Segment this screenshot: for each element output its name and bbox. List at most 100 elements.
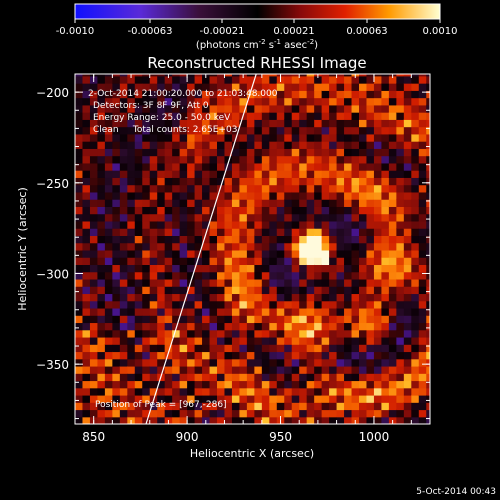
heatmap-cell (187, 162, 196, 171)
heatmap-cell (239, 220, 248, 229)
heatmap-cell (284, 104, 293, 113)
heatmap-cell (119, 155, 128, 164)
heatmap-cell (104, 75, 113, 84)
heatmap-cell (388, 220, 397, 229)
heatmap-cell (396, 220, 405, 229)
heatmap-cell (381, 242, 390, 251)
heatmap-cell (112, 75, 121, 84)
heatmap-cell (344, 155, 353, 164)
heatmap-cell (179, 206, 188, 215)
heatmap-cell (194, 213, 203, 222)
heatmap-cell (351, 271, 360, 280)
heatmap-cell (104, 97, 113, 106)
heatmap-cell (299, 300, 308, 309)
heatmap-cell (284, 264, 293, 273)
heatmap-cell (381, 409, 390, 418)
heatmap-cell (366, 293, 375, 302)
heatmap-cell (276, 220, 285, 229)
heatmap-cell (418, 97, 427, 106)
heatmap-cell (403, 97, 412, 106)
heatmap-cell (246, 206, 255, 215)
heatmap-cell (209, 257, 218, 266)
heatmap-cell (142, 264, 151, 273)
heatmap-cell (187, 380, 196, 389)
heatmap-cell (112, 365, 121, 374)
heatmap-cell (82, 322, 91, 331)
heatmap-cell (329, 104, 338, 113)
heatmap-cell (373, 409, 383, 418)
heatmap-cell (426, 148, 430, 157)
heatmap-cell (261, 83, 270, 91)
heatmap-cell (426, 365, 430, 374)
heatmap-cell (246, 74, 255, 77)
heatmap-cell (261, 235, 270, 244)
heatmap-cell (291, 220, 300, 229)
heatmap-cell (149, 257, 158, 266)
heatmap-cell (411, 119, 420, 128)
heatmap-cell (134, 75, 143, 84)
heatmap-cell (351, 365, 360, 374)
heatmap-cell (359, 213, 368, 222)
heatmap-cell (344, 315, 353, 324)
heatmap-cell (403, 416, 412, 424)
heatmap-cell (359, 104, 368, 113)
heatmap-cell (89, 119, 99, 128)
heatmap-cell (142, 112, 151, 120)
heatmap-cell (306, 380, 315, 389)
heatmap-cell (366, 257, 375, 266)
heatmap-cell (344, 83, 353, 91)
heatmap-cell (142, 358, 151, 367)
heatmap-cell (112, 286, 121, 295)
heatmap-cell (231, 141, 241, 149)
heatmap-cell (426, 162, 430, 171)
heatmap-cell (411, 402, 420, 411)
heatmap-cell (269, 155, 278, 164)
heatmap-cell (284, 416, 293, 424)
heatmap-cell (284, 293, 293, 302)
heatmap-cell (157, 228, 166, 236)
heatmap-cell (411, 278, 420, 287)
heatmap-cell (194, 184, 203, 193)
heatmap-cell (276, 293, 285, 302)
heatmap-cell (373, 336, 383, 345)
heatmap-cell (142, 387, 151, 396)
heatmap-cell (254, 74, 263, 77)
heatmap-cell (149, 148, 158, 157)
heatmap-cell (209, 329, 218, 338)
heatmap-cell (104, 329, 113, 338)
heatmap-cell (246, 249, 255, 258)
heatmap-cell (254, 416, 263, 424)
heatmap-cell (336, 307, 345, 316)
heatmap-cell (127, 300, 136, 309)
heatmap-cell (396, 133, 405, 142)
heatmap-cell (246, 97, 255, 106)
heatmap-cell (388, 409, 397, 418)
heatmap-cell (426, 416, 430, 424)
heatmap-cell (329, 264, 338, 273)
heatmap-cell (194, 380, 203, 389)
heatmap-cell (224, 199, 233, 207)
heatmap-cell (231, 257, 241, 266)
heatmap-cell (209, 286, 218, 295)
heatmap-cell (246, 336, 255, 345)
heatmap-cell (194, 351, 203, 360)
heatmap-cell (373, 402, 383, 411)
heatmap-cell (411, 322, 420, 331)
heatmap-cell (411, 228, 420, 236)
heatmap-cell (149, 112, 158, 120)
heatmap-cell (411, 249, 420, 258)
heatmap-cell (194, 358, 203, 367)
heatmap-cell (239, 177, 248, 186)
heatmap-cell (396, 112, 405, 120)
heatmap-cell (344, 213, 353, 222)
heatmap-cell (217, 177, 226, 186)
heatmap-cell (104, 351, 113, 360)
heatmap-cell (284, 213, 293, 222)
heatmap-cell (321, 97, 330, 106)
heatmap-cell (269, 104, 278, 113)
heatmap-cell (104, 271, 113, 280)
heatmap-cell (119, 177, 128, 186)
heatmap-cell (231, 293, 241, 302)
axis-ticks: 850 900 950 1000−200−250−300−350 (36, 73, 431, 444)
heatmap-cell (224, 358, 233, 367)
